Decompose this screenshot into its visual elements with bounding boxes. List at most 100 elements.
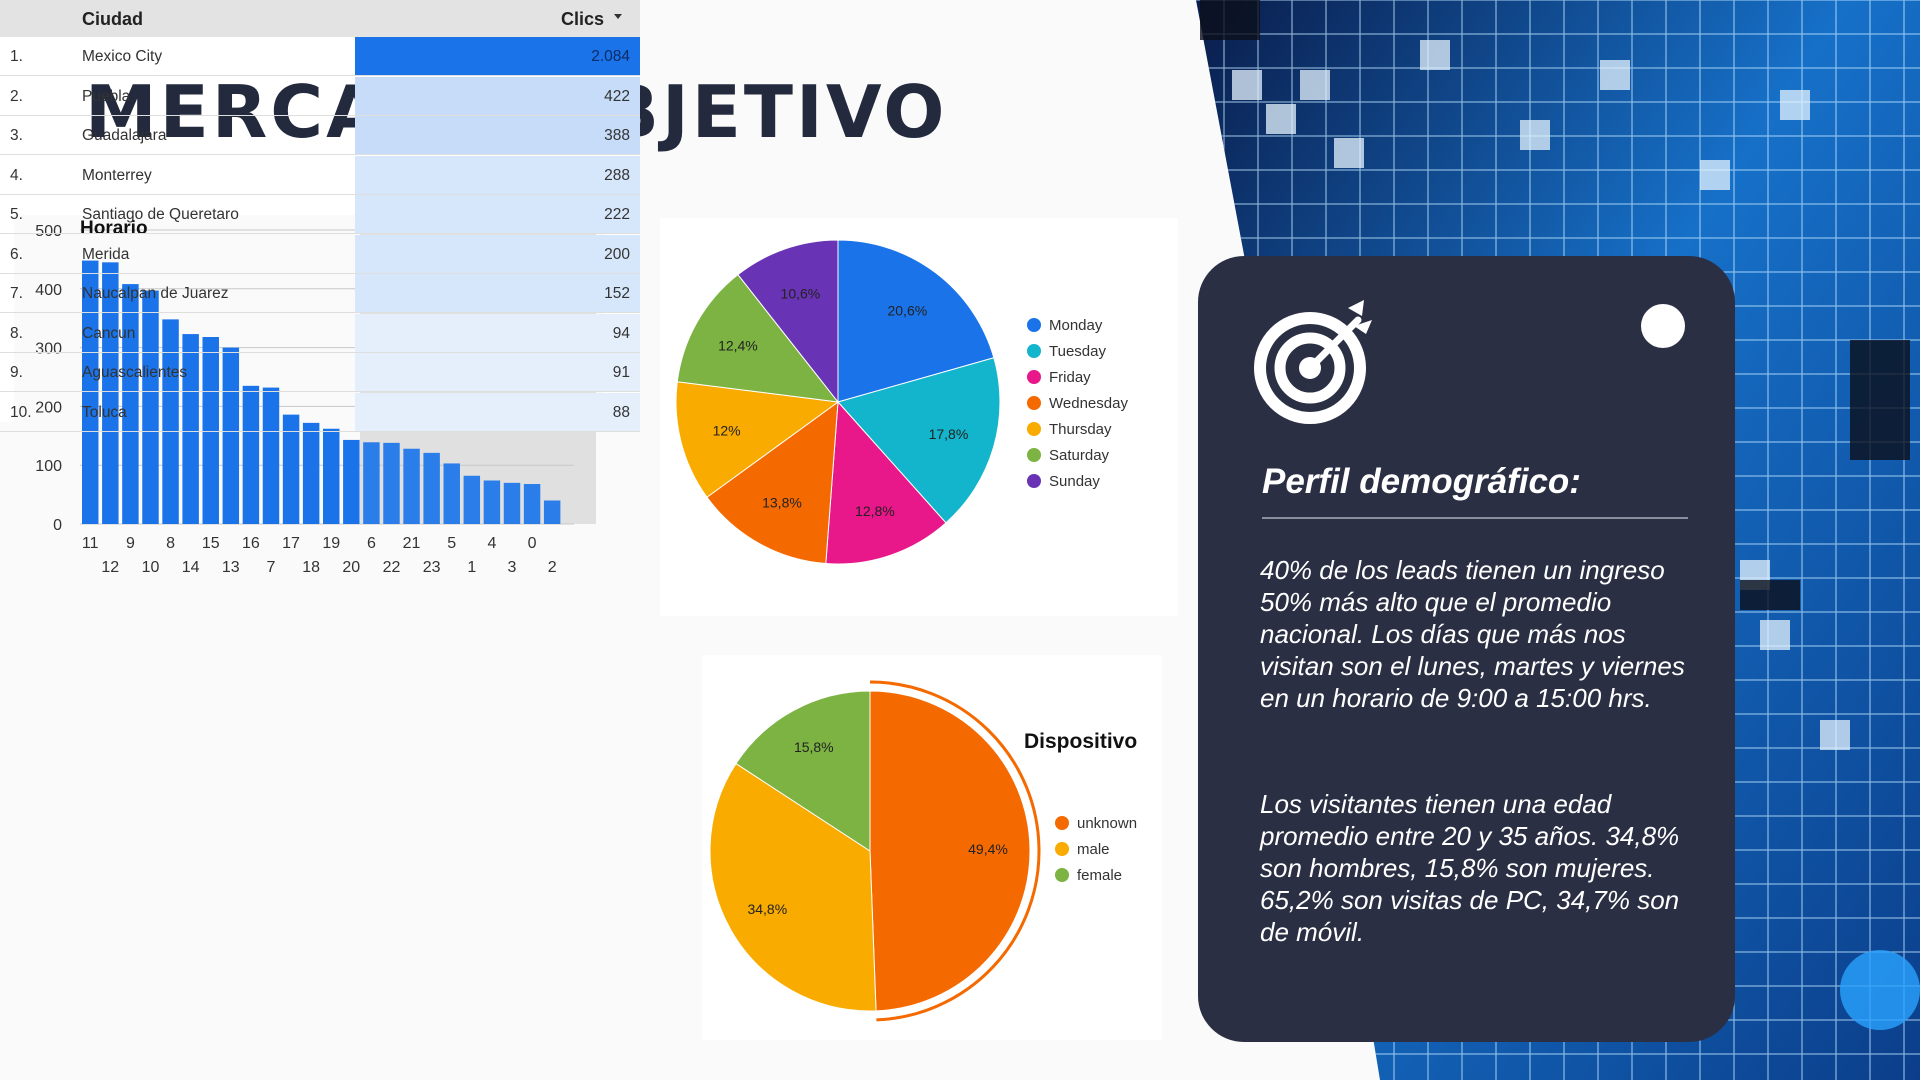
y-tick-label: 100	[35, 458, 62, 475]
pie-slice-Sunday	[737, 239, 839, 404]
legend-label: Friday	[1049, 369, 1091, 386]
weekday-pie-chart-svg: 20,6% 17,8% 12,8% 13,8% 12% 12,4% 10,6% Monday T…	[675, 239, 1128, 565]
legend-label: female	[1077, 867, 1122, 884]
x-tick-label: 22	[383, 559, 401, 576]
slice-label: 12%	[713, 423, 741, 439]
legend-label: Tuesday	[1049, 343, 1106, 360]
clicks-heat-cell: 152	[355, 274, 640, 312]
x-tick-label: 2	[548, 559, 557, 576]
y-tick-label: 300	[35, 341, 62, 358]
y-tick-label: 400	[35, 282, 62, 299]
bar-16	[242, 385, 260, 524]
legend-swatch	[1027, 318, 1041, 332]
legend-label: Thursday	[1049, 421, 1112, 438]
bar-1	[463, 475, 481, 524]
bar-10	[142, 290, 159, 524]
x-tick-label: 13	[222, 559, 240, 576]
x-tick-label: 11	[82, 535, 99, 552]
table-row[interactable]: 94 8. Cancun	[0, 313, 640, 353]
row-clicks: 152	[604, 285, 630, 302]
row-city: Guadalajara	[82, 127, 167, 144]
legend-swatch	[1027, 370, 1041, 384]
card-paragraph-income: 40% de los leads tienen un ingreso 50% m…	[1260, 555, 1685, 713]
clicks-heat-cell: 288	[355, 155, 640, 194]
clicks-heat-cell: 2.084	[355, 37, 640, 75]
table-row[interactable]: 288 4. Monterrey	[0, 155, 640, 195]
device-pie-chart: 49,4% 34,8% 15,8% unknown male female Disposit…	[702, 655, 1162, 1040]
selected-slice-ring	[869, 680, 1041, 1022]
row-clicks: 91	[612, 364, 630, 381]
x-tick-label: 15	[202, 535, 220, 552]
row-city: Puebla	[82, 87, 131, 105]
row-city: Cancun	[82, 324, 136, 342]
row-city: Mexico City	[82, 48, 163, 65]
bar-21	[403, 448, 420, 524]
legend-swatch	[1055, 816, 1069, 830]
target-icon	[1254, 300, 1372, 424]
table-row[interactable]: 422 2. Puebla	[0, 76, 640, 116]
legend-label: Saturday	[1049, 447, 1110, 464]
clicks-heat-cell: 422	[355, 76, 640, 115]
pie-slice-Monday	[837, 239, 995, 403]
bar-19	[323, 428, 340, 524]
y-tick-label: 0	[53, 517, 62, 534]
sort-desc-icon[interactable]	[614, 14, 622, 19]
card-paragraph-age: Los visitantes tienen una edad promedio …	[1260, 789, 1680, 947]
row-city: Monterrey	[82, 166, 152, 184]
y-tick-label: 500	[35, 223, 62, 240]
column-header-city[interactable]: Ciudad	[82, 9, 143, 29]
bar-5	[443, 463, 460, 524]
row-clicks: 2.084	[591, 48, 630, 65]
bar-3	[503, 482, 521, 524]
table-row[interactable]: 88 10. Toluca	[0, 392, 640, 432]
bar-6	[363, 442, 380, 524]
bar-11	[82, 260, 99, 524]
x-tick-label: 14	[182, 559, 200, 576]
table-row[interactable]: 222 5. Santiago de Queretaro	[0, 195, 640, 234]
clicks-heat-cell: 88	[355, 392, 640, 431]
card-divider	[1262, 517, 1688, 519]
slice-label: 12,4%	[718, 337, 758, 353]
slice-label: 17,8%	[929, 426, 969, 442]
table-row[interactable]: 152 7. Naucalpan de Juarez	[0, 274, 640, 313]
legend-swatch	[1055, 868, 1069, 882]
slice-label: 34,8%	[747, 901, 787, 917]
pie-slice-Tuesday	[837, 357, 1001, 524]
row-clicks: 422	[604, 87, 630, 105]
pie-slice-male	[709, 762, 877, 1012]
x-tick-label: 10	[142, 559, 160, 576]
clicks-heat-cell: 388	[355, 116, 640, 154]
legend-swatch	[1027, 448, 1041, 462]
column-header-clicks[interactable]: Clics	[560, 9, 604, 29]
row-city: Toluca	[82, 403, 127, 421]
bar-0	[523, 484, 541, 524]
x-tick-label: 5	[447, 535, 456, 552]
bar-12	[102, 262, 119, 524]
pie-slice-Saturday	[676, 273, 840, 403]
city-clicks-table: Ciudad Clics 2.084 1. Mexico City 422 2. Pueb…	[0, 0, 640, 432]
bar-20	[343, 439, 360, 524]
row-rank: 9.	[10, 364, 23, 381]
bar-17	[282, 414, 300, 524]
row-city: Aguascalientes	[82, 364, 188, 381]
table-row[interactable]: 91 9. Aguascalientes	[0, 353, 640, 392]
card-dot	[1641, 304, 1685, 348]
x-tick-label: 18	[302, 559, 320, 576]
bar-23	[423, 452, 440, 524]
card-heading: Perfil demográfico:	[1262, 462, 1581, 501]
table-row[interactable]: 200 6. Merida	[0, 234, 640, 274]
table-row[interactable]: 388 3. Guadalajara	[0, 116, 640, 155]
y-tick-label: 200	[35, 399, 62, 416]
bar-18	[302, 422, 320, 524]
row-city: Merida	[82, 245, 130, 263]
slice-label: 10,6%	[781, 285, 821, 301]
x-tick-label: 21	[403, 535, 421, 552]
legend-label: unknown	[1077, 815, 1137, 832]
slice-label: 13,8%	[762, 494, 802, 510]
x-tick-label: 6	[367, 535, 376, 552]
table-row[interactable]: 2.084 1. Mexico City	[0, 37, 640, 76]
weekday-pie-chart: 20,6% 17,8% 12,8% 13,8% 12% 12,4% 10,6% Monday T…	[660, 218, 1178, 616]
legend-swatch	[1027, 396, 1041, 410]
row-rank: 1.	[10, 48, 23, 65]
table-header: Ciudad Clics	[0, 0, 640, 37]
